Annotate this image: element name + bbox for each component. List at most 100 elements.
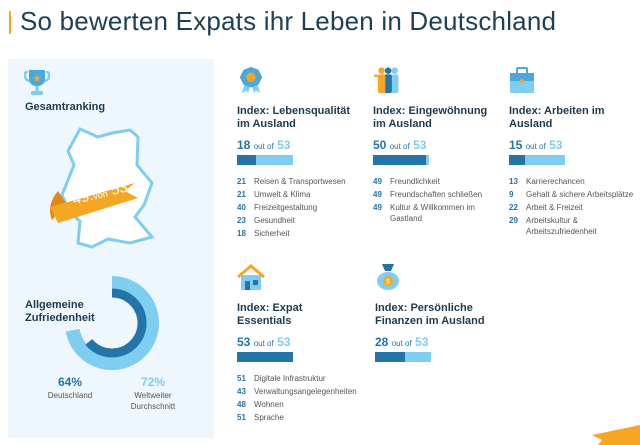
ranking-ribbon bbox=[50, 183, 138, 223]
card-title: Index: Persönliche Finanzen im Ausland bbox=[375, 302, 485, 327]
sub-ranking-number: 21 bbox=[237, 190, 246, 199]
card-rank: 50 out of 53 bbox=[373, 138, 427, 152]
germany-stat: 64% Deutschland bbox=[40, 375, 100, 401]
satisfaction-heading-line1: Allgemeine bbox=[25, 299, 84, 311]
rank-bar bbox=[237, 155, 293, 165]
card-rank: 15 out of 53 bbox=[509, 138, 563, 152]
decorative-ribbon bbox=[592, 425, 640, 445]
sub-ranking-label: Wohnen bbox=[254, 400, 284, 409]
sub-ranking-number: 49 bbox=[373, 190, 382, 199]
sub-ranking-item: 51 Digitale Infrastruktur bbox=[237, 373, 372, 384]
sub-ranking-list: 51 Digitale Infrastruktur 43 Verwaltungsang… bbox=[237, 373, 372, 423]
sub-ranking-item: 21 Umwelt & Klima bbox=[237, 189, 372, 200]
card-rank: 53 out of 53 bbox=[237, 335, 291, 349]
sub-ranking-item: 49 Kultur & Willkommen im Gastland bbox=[373, 202, 508, 224]
people-icon bbox=[373, 67, 399, 94]
card-title: Index: Eingewöhnung im Ausland bbox=[373, 105, 488, 130]
rank-bar-fill bbox=[237, 155, 257, 165]
sub-ranking-label: Sprache bbox=[254, 413, 284, 422]
world-stat: 72% Weltweiter Durchschnitt bbox=[118, 375, 188, 412]
sub-ranking-label: Freundlichkeit bbox=[390, 177, 440, 186]
sub-ranking-item: 23 Gesundheit bbox=[237, 215, 372, 226]
satisfaction-donut bbox=[65, 276, 159, 370]
sub-ranking-label: Sicherheit bbox=[254, 229, 290, 238]
card-rank: 18 out of 53 bbox=[237, 138, 291, 152]
index-card-finanzen: $ Index: Persönliche Finanzen im Ausland … bbox=[375, 263, 510, 373]
satisfaction-heading-line2: Zufriedenheit bbox=[25, 312, 95, 324]
sub-ranking-number: 51 bbox=[237, 374, 246, 383]
sub-ranking-label: Umwelt & Klima bbox=[254, 190, 311, 199]
sub-ranking-number: 13 bbox=[509, 177, 518, 186]
world-pct: 72% bbox=[140, 375, 166, 389]
sub-ranking-list: 21 Reisen & Transportwesen 21 Umwelt & Klim… bbox=[237, 176, 372, 239]
card-title: Index: Lebensqualität im Ausland bbox=[237, 105, 351, 130]
sub-ranking-item: 21 Reisen & Transportwesen bbox=[237, 176, 372, 187]
overall-panel bbox=[8, 59, 214, 438]
sub-ranking-item: 40 Freizeitgestaltung bbox=[237, 202, 372, 213]
sub-ranking-number: 40 bbox=[237, 203, 246, 212]
sub-ranking-label: Reisen & Transportwesen bbox=[254, 177, 346, 186]
index-card-eingewoehnung: Index: Eingewöhnung im Ausland 50 out of … bbox=[373, 66, 508, 226]
overall-von: von bbox=[92, 188, 109, 202]
card-rank: 28 out of 53 bbox=[375, 335, 429, 349]
svg-text:$: $ bbox=[386, 279, 390, 286]
sub-ranking-item: 18 Sicherheit bbox=[237, 228, 372, 239]
sub-ranking-number: 23 bbox=[237, 216, 246, 225]
sub-ranking-item: 29 Arbeitskultur & Arbeitszufriedenheit bbox=[509, 215, 640, 237]
house-icon bbox=[237, 264, 265, 290]
rank-bar bbox=[375, 352, 431, 362]
sub-ranking-item: 51 Sprache bbox=[237, 412, 372, 423]
sub-ranking-label: Karrierechancen bbox=[526, 177, 585, 186]
sub-ranking-number: 18 bbox=[237, 229, 246, 238]
sub-ranking-label: Kultur & Willkommen im Gastland bbox=[390, 203, 475, 223]
sub-ranking-number: 29 bbox=[509, 216, 518, 225]
index-card-lebensqualitaet: Index: Lebensqualität im Ausland 18 out o… bbox=[237, 66, 372, 241]
sub-ranking-label: Verwaltungsangelegenheiten bbox=[254, 387, 357, 396]
sub-ranking-number: 43 bbox=[237, 387, 246, 396]
sub-ranking-item: 13 Karrierechancen bbox=[509, 176, 640, 187]
sub-ranking-number: 9 bbox=[509, 190, 514, 199]
card-title: Index: Expat Essentials bbox=[237, 302, 303, 327]
germany-pct: 64% bbox=[57, 375, 83, 389]
sub-ranking-number: 51 bbox=[237, 413, 246, 422]
sub-ranking-item: 48 Wohnen bbox=[237, 399, 372, 410]
sub-ranking-label: Arbeitskultur & Arbeitszufriedenheit bbox=[526, 216, 597, 236]
rank-bar bbox=[237, 352, 293, 362]
sub-ranking-number: 21 bbox=[237, 177, 246, 186]
sub-ranking-number: 22 bbox=[509, 203, 518, 212]
sub-ranking-label: Digitale Infrastruktur bbox=[254, 374, 326, 383]
satisfaction-heading: Allgemeine Zufriedenheit bbox=[25, 299, 95, 325]
card-title: Index: Arbeiten im Ausland bbox=[509, 105, 605, 130]
rank-bar-fill bbox=[509, 155, 525, 165]
sub-ranking-label: Freizeitgestaltung bbox=[254, 203, 318, 212]
sub-ranking-label: Gehalt & sichere Arbeitsplätze bbox=[526, 190, 634, 199]
index-card-expat-essentials: Index: Expat Essentials 53 out of 53 51 Di… bbox=[237, 263, 372, 425]
sub-ranking-item: 22 Arbeit & Freizeit bbox=[509, 202, 640, 213]
rank-bar bbox=[509, 155, 565, 165]
sub-ranking-item: 43 Verwaltungsangelegenheiten bbox=[237, 386, 372, 397]
sub-ranking-item: 49 Freundschaften schließen bbox=[373, 189, 508, 200]
rank-bar-fill bbox=[373, 155, 426, 165]
title-accent-bar bbox=[9, 11, 11, 34]
trophy-icon bbox=[24, 70, 50, 95]
germany-arc bbox=[77, 288, 147, 358]
world-label-line2: Durchschnitt bbox=[130, 402, 176, 411]
world-arc bbox=[65, 276, 159, 370]
page-title: So bewerten Expats ihr Leben in Deutschl… bbox=[20, 6, 557, 36]
sub-ranking-item: 9 Gehalt & sichere Arbeitsplätze bbox=[509, 189, 640, 200]
sub-ranking-label: Freundschaften schließen bbox=[390, 190, 483, 199]
sub-ranking-number: 49 bbox=[373, 177, 382, 186]
money-bag-icon: $ bbox=[377, 264, 399, 290]
rank-bar-fill bbox=[375, 352, 405, 362]
sub-ranking-item: 49 Freundlichkeit bbox=[373, 176, 508, 187]
sub-ranking-label: Gesundheit bbox=[254, 216, 295, 225]
overall-heading: Gesamtranking bbox=[25, 101, 106, 113]
rank-bar bbox=[373, 155, 429, 165]
rank-bar-fill bbox=[237, 352, 293, 362]
germany-label: Deutschland bbox=[47, 391, 93, 400]
sub-ranking-label: Arbeit & Freizeit bbox=[526, 203, 583, 212]
sub-ranking-list: 49 Freundlichkeit 49 Freundschaften schließ… bbox=[373, 176, 508, 224]
sub-ranking-number: 49 bbox=[373, 203, 382, 212]
world-label-line1: Weltweiter bbox=[134, 391, 172, 400]
sub-ranking-number: 48 bbox=[237, 400, 246, 409]
